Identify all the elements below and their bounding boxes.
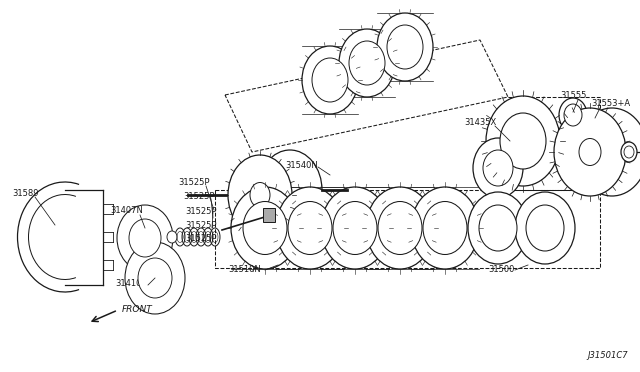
Ellipse shape: [228, 155, 292, 235]
Ellipse shape: [333, 202, 377, 254]
Text: FRONT: FRONT: [122, 305, 153, 314]
Ellipse shape: [500, 113, 546, 169]
Text: 31525P: 31525P: [183, 192, 214, 201]
Ellipse shape: [411, 187, 479, 269]
Text: J31501C7: J31501C7: [588, 351, 628, 360]
Ellipse shape: [423, 202, 467, 254]
Ellipse shape: [479, 205, 517, 251]
Text: 31553+A: 31553+A: [591, 99, 630, 108]
Ellipse shape: [167, 231, 177, 243]
Ellipse shape: [486, 96, 560, 186]
Ellipse shape: [288, 202, 332, 254]
Ellipse shape: [312, 58, 348, 102]
Text: 31500: 31500: [488, 266, 515, 275]
FancyBboxPatch shape: [263, 208, 275, 222]
Text: 31540N: 31540N: [285, 160, 317, 170]
Ellipse shape: [302, 46, 358, 114]
Ellipse shape: [559, 98, 587, 132]
Text: 31510N: 31510N: [228, 266, 260, 275]
Ellipse shape: [483, 150, 513, 186]
Ellipse shape: [579, 138, 601, 166]
Ellipse shape: [231, 187, 299, 269]
Ellipse shape: [387, 25, 423, 69]
Ellipse shape: [564, 104, 582, 126]
Ellipse shape: [321, 187, 389, 269]
Ellipse shape: [138, 258, 172, 298]
Text: 31410F: 31410F: [115, 279, 147, 289]
Ellipse shape: [473, 138, 523, 198]
Ellipse shape: [117, 205, 173, 271]
Ellipse shape: [576, 108, 640, 196]
Ellipse shape: [258, 150, 322, 230]
Ellipse shape: [526, 205, 564, 251]
Ellipse shape: [129, 219, 161, 257]
Text: 31555: 31555: [560, 90, 586, 99]
Text: 31525P: 31525P: [185, 206, 216, 215]
Ellipse shape: [349, 41, 385, 85]
Text: 31435X: 31435X: [464, 118, 496, 126]
Ellipse shape: [366, 187, 434, 269]
Ellipse shape: [624, 146, 634, 158]
Ellipse shape: [125, 242, 185, 314]
Ellipse shape: [377, 13, 433, 81]
Text: 31525P: 31525P: [178, 177, 209, 186]
Ellipse shape: [554, 108, 626, 196]
Ellipse shape: [243, 202, 287, 254]
Ellipse shape: [276, 187, 344, 269]
Text: 31589: 31589: [12, 189, 38, 198]
Ellipse shape: [468, 192, 528, 264]
Text: 31407N: 31407N: [110, 205, 143, 215]
Text: 31525P: 31525P: [185, 221, 216, 230]
Ellipse shape: [250, 183, 270, 208]
Ellipse shape: [515, 192, 575, 264]
Text: 31525P: 31525P: [185, 234, 216, 243]
Ellipse shape: [339, 29, 395, 97]
Ellipse shape: [378, 202, 422, 254]
Ellipse shape: [621, 142, 637, 162]
